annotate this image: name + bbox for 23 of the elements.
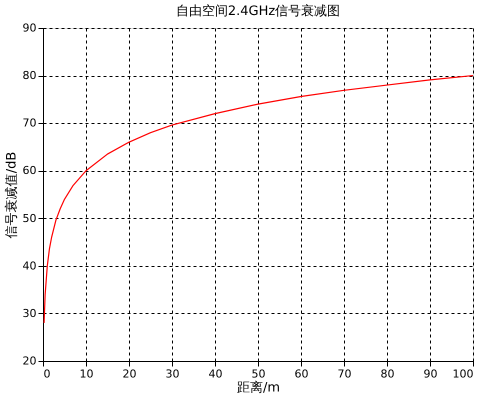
- x-axis-title: 距离/m: [236, 380, 280, 396]
- y-tick-label: 70: [22, 116, 36, 130]
- y-tick-label: 30: [22, 306, 36, 320]
- x-tick-label: 80: [380, 368, 394, 380]
- y-tick-label: 50: [22, 212, 36, 225]
- y-tick-label: 20: [22, 354, 36, 368]
- x-tick-label: 90: [424, 368, 438, 380]
- x-tick-label: 100: [452, 368, 474, 380]
- x-tick-label: 30: [166, 368, 180, 380]
- chart-title: 自由空间2.4GHz信号衰减图: [176, 3, 340, 19]
- x-tick-label: 0: [44, 368, 50, 380]
- y-tick-label: 80: [22, 69, 36, 82]
- x-tick-label: 60: [294, 368, 308, 380]
- y-tick-label: 90: [22, 22, 36, 34]
- x-tick-label: 70: [338, 368, 352, 380]
- x-tick-label: 50: [252, 368, 266, 380]
- y-tick-label: 60: [22, 164, 36, 178]
- line-series: [43, 74, 473, 324]
- y-axis-title: 信号衰减值/dB: [4, 152, 20, 238]
- x-tick-label: 10: [80, 368, 94, 380]
- y-tick-label: 40: [22, 259, 36, 272]
- x-tick-label: 20: [122, 368, 136, 380]
- x-tick-label: 40: [208, 368, 222, 380]
